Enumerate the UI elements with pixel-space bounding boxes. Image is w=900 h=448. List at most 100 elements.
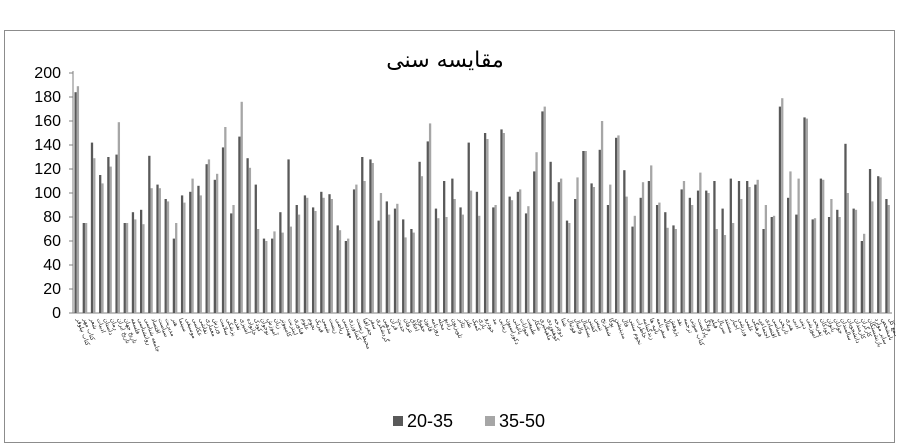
bar-20-35-81 xyxy=(737,181,741,313)
bar-35-50-73 xyxy=(674,229,677,313)
bar-35-50-26 xyxy=(289,226,292,313)
bar-20-35-36 xyxy=(369,159,372,313)
bar-20-35-77 xyxy=(705,190,708,313)
bar-35-50-10 xyxy=(158,188,161,313)
bar-35-50-86 xyxy=(781,98,784,313)
chart-title: مقایسه سنی xyxy=(386,48,504,73)
bar-35-50-61 xyxy=(576,177,579,313)
bar-20-35-71 xyxy=(655,205,659,313)
bar-20-35-67 xyxy=(623,170,626,313)
bar-20-35-46 xyxy=(451,178,454,313)
y-tick-label: 100 xyxy=(34,185,61,202)
bar-20-35-68 xyxy=(631,226,634,313)
bar-35-50-6 xyxy=(125,223,129,313)
bar-20-35-45 xyxy=(443,181,446,313)
x-category-label: ادبی xyxy=(791,317,801,330)
bar-35-50-92 xyxy=(830,199,833,313)
bar-35-50-17 xyxy=(216,173,219,313)
bar-35-50-48 xyxy=(469,190,473,313)
bar-20-35-72 xyxy=(664,212,667,313)
bar-20-35-3 xyxy=(99,175,102,313)
bar-35-50-65 xyxy=(609,184,612,313)
bar-35-50-11 xyxy=(166,201,170,313)
x-category-label: شنا xyxy=(559,317,569,328)
bar-20-35-90 xyxy=(811,219,814,313)
bar-20-35-23 xyxy=(262,238,266,313)
bar-35-50-89 xyxy=(805,118,808,313)
bar-35-50-98 xyxy=(879,177,882,313)
bar-35-50-24 xyxy=(273,231,276,313)
bar-35-50-77 xyxy=(707,193,710,313)
bar-20-35-58 xyxy=(549,161,552,313)
bar-35-50-99 xyxy=(887,205,890,313)
bar-35-50-16 xyxy=(207,159,211,313)
bar-20-35-52 xyxy=(500,129,503,313)
bar-35-50-83 xyxy=(756,179,759,313)
x-category-label: ادبیات xyxy=(95,317,107,334)
x-category-label: طنز xyxy=(463,316,473,329)
bar-20-35-35 xyxy=(361,157,364,313)
bar-20-35-42 xyxy=(418,161,421,313)
bar-20-35-49 xyxy=(475,191,479,313)
x-category-label: تئاتر xyxy=(456,316,467,329)
bar-35-50-88 xyxy=(797,178,800,313)
bar-20-35-30 xyxy=(320,191,323,313)
bar-35-50-1 xyxy=(84,223,88,313)
bar-35-50-59 xyxy=(559,178,563,313)
x-category-label: حقوق xyxy=(416,317,428,333)
bar-20-35-63 xyxy=(590,183,593,313)
bar-20-35-56 xyxy=(533,171,536,313)
x-category-label: دینی xyxy=(798,317,809,330)
bar-35-50-71 xyxy=(658,202,661,313)
bar-20-35-86 xyxy=(778,106,782,313)
bar-35-50-95 xyxy=(854,209,858,313)
x-category-label: مستند xyxy=(723,317,735,334)
bar-20-35-28 xyxy=(303,195,307,313)
bar-20-35-43 xyxy=(426,141,429,313)
bar-35-50-70 xyxy=(650,165,653,313)
legend-label: 20-35 xyxy=(407,411,453,431)
bar-35-50-34 xyxy=(355,184,358,313)
bar-20-35-57 xyxy=(541,111,544,314)
bar-35-50-67 xyxy=(625,196,628,313)
bar-35-50-72 xyxy=(666,227,669,313)
bar-35-50-85 xyxy=(772,215,776,313)
x-category-label: هنری xyxy=(784,317,795,332)
bar-20-35-65 xyxy=(606,205,610,313)
x-category-label: اخبار xyxy=(729,316,740,331)
bar-20-35-9 xyxy=(148,155,151,313)
bar-20-35-76 xyxy=(696,190,700,313)
bar-35-50-29 xyxy=(314,211,317,313)
x-category-label: زیبایی xyxy=(498,317,510,333)
x-category-label: کشتی xyxy=(586,317,598,334)
bar-35-50-52 xyxy=(502,133,505,313)
bar-35-50-22 xyxy=(256,229,260,313)
bar-35-50-13 xyxy=(183,202,186,313)
bar-20-35-85 xyxy=(770,217,773,313)
bar-35-50-7 xyxy=(134,219,137,313)
x-category-label: یوگا xyxy=(607,317,618,329)
bar-20-35-80 xyxy=(729,178,732,313)
bar-35-50-94 xyxy=(846,193,849,313)
bar-35-50-50 xyxy=(486,139,489,313)
bar-20-35-1 xyxy=(82,223,85,313)
x-category-label: شیمی xyxy=(320,317,332,334)
bar-35-50-64 xyxy=(600,121,604,313)
bar-20-35-66 xyxy=(615,137,618,313)
bar-chart: مقایسه سنی020406080100120140160180200کتا… xyxy=(34,48,896,431)
bar-35-50-33 xyxy=(347,238,350,313)
x-category-label: هنر xyxy=(170,316,180,327)
bar-20-35-79 xyxy=(721,208,724,313)
bar-20-35-75 xyxy=(688,197,692,313)
bar-35-50-30 xyxy=(322,197,325,313)
bar-20-35-47 xyxy=(459,207,462,313)
bar-35-50-82 xyxy=(748,187,751,313)
bar-20-35-51 xyxy=(492,207,495,313)
bar-20-35-24 xyxy=(271,238,274,313)
bar-20-35-40 xyxy=(402,219,405,313)
bar-35-50-91 xyxy=(822,179,825,313)
bar-20-35-94 xyxy=(844,143,847,313)
bar-35-50-49 xyxy=(478,215,481,313)
bar-35-50-25 xyxy=(281,232,284,313)
bar-35-50-40 xyxy=(404,237,407,313)
